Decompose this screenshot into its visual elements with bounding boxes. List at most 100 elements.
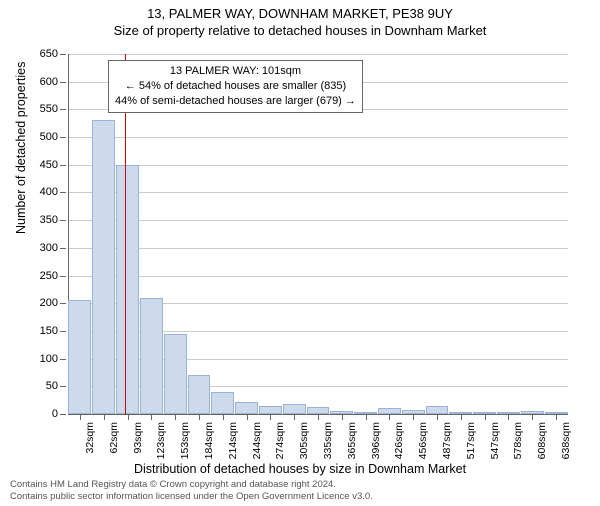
y-tick xyxy=(60,109,66,110)
x-tick-label: 244sqm xyxy=(251,422,263,459)
y-tick-label: 0 xyxy=(52,408,58,420)
x-tick xyxy=(199,414,200,420)
y-tick xyxy=(60,137,66,138)
x-tick-label: 62sqm xyxy=(108,422,120,454)
y-tick xyxy=(60,54,66,55)
callout-line: 44% of semi-detached houses are larger (… xyxy=(115,94,356,109)
x-tick-label: 153sqm xyxy=(179,422,191,459)
x-tick xyxy=(342,414,343,420)
y-tick-label: 350 xyxy=(40,214,58,226)
x-tick xyxy=(485,414,486,420)
footer-attribution: Contains HM Land Registry data © Crown c… xyxy=(10,479,373,503)
x-tick xyxy=(104,414,105,420)
x-tick-label: 608sqm xyxy=(536,422,548,459)
x-tick-label: 32sqm xyxy=(84,422,96,454)
plot-area: 0501001502002503003504004505005506006503… xyxy=(68,54,568,414)
histogram-bar xyxy=(140,298,163,414)
x-tick xyxy=(128,414,129,420)
x-tick-label: 274sqm xyxy=(274,422,286,459)
y-tick-label: 500 xyxy=(40,131,58,143)
x-tick-label: 214sqm xyxy=(227,422,239,459)
x-tick xyxy=(223,414,224,420)
footer-line2: Contains public sector information licen… xyxy=(10,491,373,503)
y-tick-label: 650 xyxy=(40,48,58,60)
x-tick xyxy=(247,414,248,420)
histogram-bar xyxy=(188,375,211,414)
x-tick-label: 426sqm xyxy=(393,422,405,459)
grid-line xyxy=(68,165,568,166)
y-tick xyxy=(60,276,66,277)
x-tick xyxy=(80,414,81,420)
x-tick-label: 638sqm xyxy=(560,422,572,459)
y-tick-label: 600 xyxy=(40,76,58,88)
property-callout: 13 PALMER WAY: 101sqm← 54% of detached h… xyxy=(108,60,363,113)
histogram-bar xyxy=(307,407,330,414)
footer-line1: Contains HM Land Registry data © Crown c… xyxy=(10,479,373,491)
grid-line xyxy=(68,192,568,193)
y-axis-title: Number of detached properties xyxy=(14,62,28,234)
callout-line: 13 PALMER WAY: 101sqm xyxy=(115,64,356,79)
histogram-bar xyxy=(211,392,234,414)
x-tick-label: 396sqm xyxy=(370,422,382,459)
y-tick xyxy=(60,165,66,166)
x-tick-label: 335sqm xyxy=(322,422,334,459)
grid-line xyxy=(68,276,568,277)
histogram-bar xyxy=(235,402,258,414)
grid-line xyxy=(68,54,568,55)
x-tick-label: 365sqm xyxy=(346,422,358,459)
x-tick xyxy=(437,414,438,420)
y-tick-label: 100 xyxy=(40,353,58,365)
x-tick-label: 487sqm xyxy=(441,422,453,459)
y-tick-label: 200 xyxy=(40,297,58,309)
x-tick-label: 305sqm xyxy=(298,422,310,459)
y-tick xyxy=(60,386,66,387)
y-tick xyxy=(60,303,66,304)
chart-title-main: 13, PALMER WAY, DOWNHAM MARKET, PE38 9UY xyxy=(0,6,600,21)
x-tick xyxy=(366,414,367,420)
y-tick-label: 150 xyxy=(40,325,58,337)
grid-line xyxy=(68,220,568,221)
y-tick-label: 250 xyxy=(40,270,58,282)
x-axis-title: Distribution of detached houses by size … xyxy=(0,462,600,476)
histogram-bar xyxy=(426,406,449,414)
histogram-bar xyxy=(164,334,187,414)
y-tick xyxy=(60,192,66,193)
x-tick-label: 123sqm xyxy=(155,422,167,459)
y-tick-label: 550 xyxy=(40,103,58,115)
x-tick-label: 578sqm xyxy=(512,422,524,459)
histogram-bar xyxy=(283,404,306,414)
y-tick xyxy=(60,248,66,249)
grid-line xyxy=(68,137,568,138)
x-tick-label: 456sqm xyxy=(417,422,429,459)
callout-line: ← 54% of detached houses are smaller (83… xyxy=(115,79,356,94)
y-tick-label: 50 xyxy=(46,380,58,392)
histogram-bar xyxy=(259,406,282,414)
grid-line xyxy=(68,248,568,249)
x-tick xyxy=(389,414,390,420)
y-tick-label: 400 xyxy=(40,186,58,198)
histogram-bar xyxy=(92,120,115,414)
x-tick-label: 184sqm xyxy=(203,422,215,459)
y-tick xyxy=(60,414,66,415)
x-tick xyxy=(532,414,533,420)
histogram-bar xyxy=(116,165,139,414)
x-tick xyxy=(175,414,176,420)
y-tick xyxy=(60,220,66,221)
x-tick-label: 517sqm xyxy=(465,422,477,459)
histogram-bar xyxy=(68,300,91,414)
y-tick-label: 300 xyxy=(40,242,58,254)
chart-title-sub: Size of property relative to detached ho… xyxy=(0,23,600,38)
x-tick xyxy=(294,414,295,420)
x-tick xyxy=(413,414,414,420)
x-tick-label: 93sqm xyxy=(132,422,144,454)
x-tick xyxy=(318,414,319,420)
x-tick xyxy=(556,414,557,420)
x-tick xyxy=(270,414,271,420)
y-tick xyxy=(60,82,66,83)
x-tick xyxy=(151,414,152,420)
x-tick xyxy=(508,414,509,420)
x-tick-label: 547sqm xyxy=(489,422,501,459)
y-tick xyxy=(60,359,66,360)
y-tick-label: 450 xyxy=(40,159,58,171)
y-tick xyxy=(60,331,66,332)
